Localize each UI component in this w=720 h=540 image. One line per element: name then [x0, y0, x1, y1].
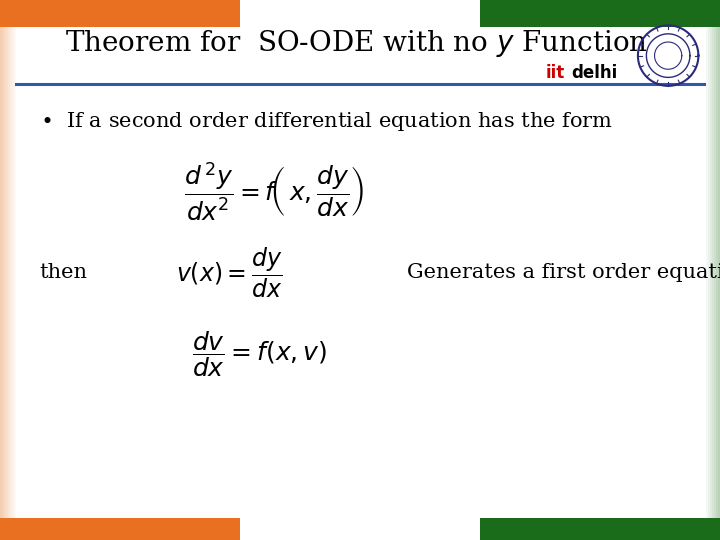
Text: Generates a first order equation: Generates a first order equation: [407, 263, 720, 282]
Text: $\dfrac{dv}{dx} = f(x,v)$: $\dfrac{dv}{dx} = f(x,v)$: [192, 329, 327, 379]
Text: $\dfrac{d^{\,2}y}{dx^2} = f\!\left(\,x,\dfrac{dy}{dx}\right)$: $\dfrac{d^{\,2}y}{dx^2} = f\!\left(\,x,\…: [184, 160, 364, 223]
Bar: [12, 27, 14, 518]
Bar: [712, 27, 714, 518]
Bar: [6, 27, 8, 518]
Text: $v(x)=\dfrac{dy}{dx}$: $v(x)=\dfrac{dy}{dx}$: [176, 246, 283, 300]
Bar: [716, 27, 718, 518]
Bar: [8, 27, 10, 518]
Bar: [714, 27, 716, 518]
Bar: [14, 27, 16, 518]
Bar: [708, 27, 710, 518]
Text: iit: iit: [546, 64, 565, 82]
Bar: [710, 27, 712, 518]
Bar: [718, 27, 720, 518]
Bar: [704, 27, 706, 518]
Bar: [480, 518, 720, 540]
Bar: [240, 518, 480, 540]
Text: Theorem for  SO-ODE with no $y$ Function: Theorem for SO-ODE with no $y$ Function: [65, 28, 648, 59]
Text: $\bullet$  If a second order differential equation has the form: $\bullet$ If a second order differential…: [40, 110, 613, 133]
Bar: [240, 0, 480, 27]
Bar: [4, 27, 6, 518]
Bar: [0, 518, 240, 540]
Text: then: then: [40, 263, 88, 282]
Bar: [0, 27, 2, 518]
Bar: [2, 27, 4, 518]
Bar: [10, 27, 12, 518]
Text: delhi: delhi: [571, 64, 617, 82]
Bar: [480, 0, 720, 27]
Bar: [0, 0, 240, 27]
Bar: [706, 27, 708, 518]
